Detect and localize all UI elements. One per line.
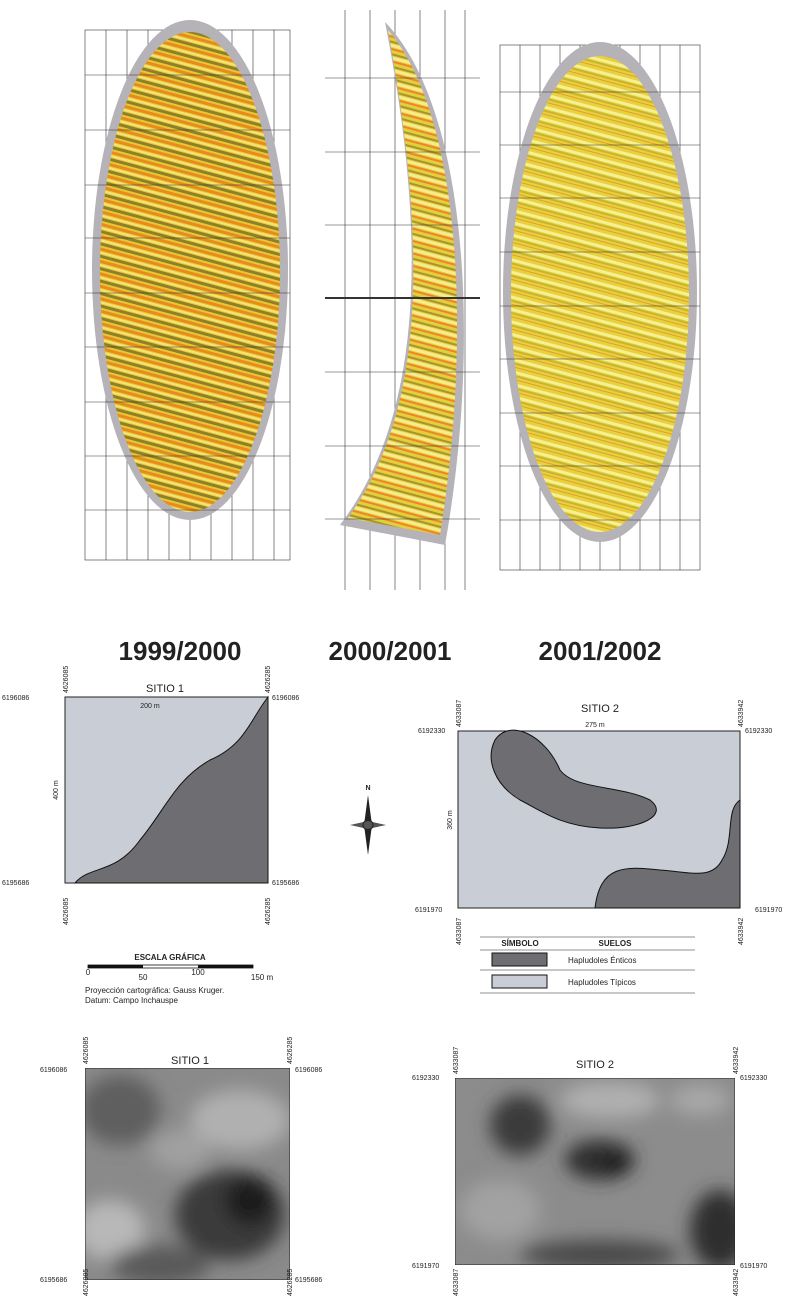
coord-label: 4626285 — [265, 898, 272, 925]
scale-tick: 100 — [191, 968, 205, 977]
site-raster — [75, 1068, 290, 1285]
scale-bar — [88, 965, 143, 968]
period-label: 2000/2001 — [329, 636, 452, 666]
coord-label: 4626285 — [287, 1269, 294, 1296]
coord-label: 6195686 — [40, 1277, 67, 1284]
map-title: SITIO 1 — [171, 1055, 209, 1067]
width-label: 275 m — [585, 722, 605, 729]
figure: 1999/2000 2000/2001 2001/2002 SITIO 1 20… — [0, 0, 792, 1297]
coord-label: 4626285 — [265, 666, 272, 693]
coord-label: 6192330 — [745, 728, 772, 735]
coord-label: 6196086 — [295, 1067, 322, 1074]
scale-bar — [198, 965, 253, 968]
coord-label: 4626085 — [63, 666, 70, 693]
map-title: SITIO 2 — [581, 703, 619, 715]
coord-label: 6196086 — [272, 695, 299, 702]
legend-label: Hapludoles Típicos — [568, 978, 636, 987]
legend-header: SÍMBOLO — [501, 939, 538, 948]
scale-tick: 150 m — [251, 973, 274, 982]
coord-label: 6195686 — [272, 880, 299, 887]
coord-label: 4633087 — [453, 1047, 460, 1074]
coord-label: 6192330 — [740, 1075, 767, 1082]
north-arrow: N — [350, 785, 386, 855]
coord-label: 4633087 — [456, 918, 463, 945]
coord-label: 4633942 — [733, 1269, 740, 1296]
height-label: 400 m — [53, 780, 60, 800]
coord-label: 6195686 — [295, 1277, 322, 1284]
north-label: N — [365, 785, 370, 792]
scale-tick: 50 — [139, 973, 148, 982]
height-label: 360 m — [447, 810, 454, 830]
coord-label: 4633087 — [456, 700, 463, 727]
field-1999 — [100, 32, 280, 512]
coord-label: 4626085 — [63, 898, 70, 925]
coord-label: 4633942 — [738, 918, 745, 945]
coord-label: 6196086 — [2, 695, 29, 702]
map-title: SITIO 1 — [146, 683, 184, 695]
coord-label: 4626285 — [287, 1037, 294, 1064]
field-2001 — [511, 56, 689, 532]
coord-label: 6191970 — [755, 907, 782, 914]
coord-label: 6196086 — [40, 1067, 67, 1074]
map-title: SITIO 2 — [576, 1059, 614, 1071]
coord-label: 6191970 — [412, 1263, 439, 1270]
coord-label: 4633942 — [738, 700, 745, 727]
scale-tick: 0 — [86, 968, 91, 977]
coord-label: 6191970 — [740, 1263, 767, 1270]
coord-label: 4633942 — [733, 1047, 740, 1074]
coord-label: 4626085 — [83, 1037, 90, 1064]
legend-label: Hapludoles Énticos — [568, 956, 636, 965]
period-label: 2001/2002 — [539, 636, 662, 666]
legend-header: SUELOS — [599, 939, 633, 948]
coord-label: 4633087 — [453, 1269, 460, 1296]
field-2000 — [348, 30, 457, 535]
width-label: 200 m — [140, 703, 160, 710]
projection: Datum: Campo Inchauspe — [85, 996, 178, 1005]
coord-label: 6191970 — [415, 907, 442, 914]
coord-label: 4626085 — [83, 1269, 90, 1296]
site-raster — [455, 1078, 750, 1270]
coord-label: 6192330 — [412, 1075, 439, 1082]
projection: Proyección cartográfica: Gauss Kruger. — [85, 986, 224, 995]
legend: SÍMBOLO SUELOS Hapludoles Énticos Haplud… — [480, 937, 695, 993]
scale-title: ESCALA GRÁFICA — [134, 953, 205, 962]
period-label: 1999/2000 — [119, 636, 242, 666]
coord-label: 6192330 — [418, 728, 445, 735]
coord-label: 6195686 — [2, 880, 29, 887]
